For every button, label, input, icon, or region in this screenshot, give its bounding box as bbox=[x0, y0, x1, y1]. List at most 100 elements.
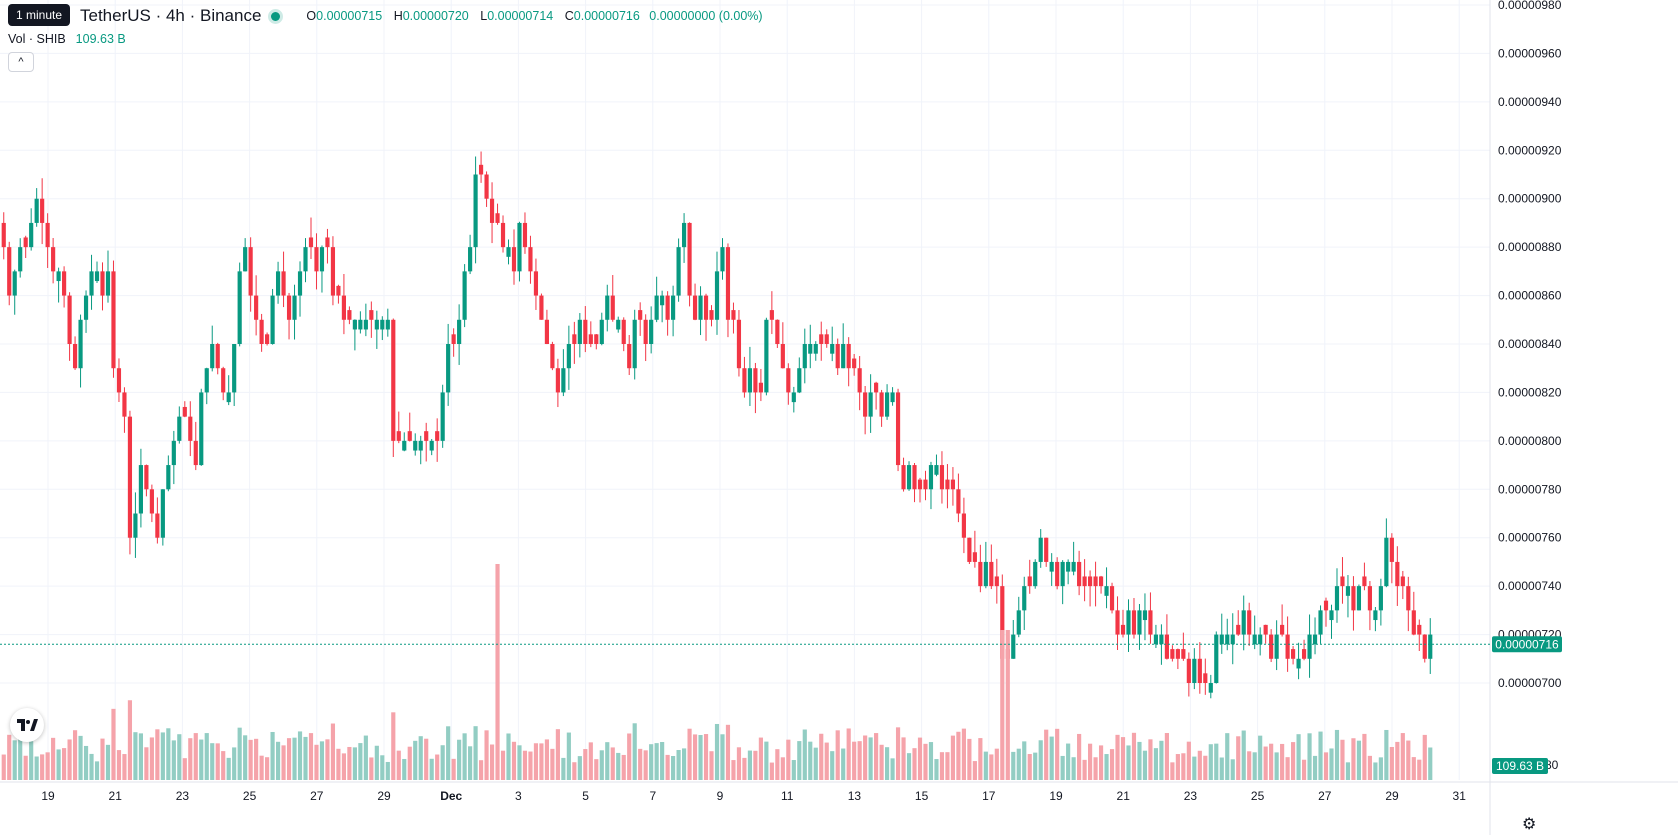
candle-body bbox=[1258, 634, 1263, 645]
y-tick-label: 0.00000900 bbox=[1498, 192, 1562, 206]
volume-bar bbox=[155, 729, 160, 780]
volume-bar bbox=[138, 733, 143, 780]
volume-bar bbox=[1011, 751, 1016, 780]
volume-bar bbox=[517, 745, 522, 780]
candle-body bbox=[764, 319, 769, 393]
volume-bar bbox=[1033, 752, 1038, 780]
collapse-legend-button[interactable]: ^ bbox=[8, 52, 34, 72]
volume-bar bbox=[1027, 754, 1032, 780]
volume-bar bbox=[676, 749, 681, 780]
candle-body bbox=[577, 319, 582, 344]
candle-body bbox=[221, 368, 226, 393]
y-tick-label: 0.00000880 bbox=[1498, 240, 1562, 254]
volume-bar bbox=[742, 757, 747, 780]
candle-body bbox=[1060, 561, 1065, 587]
candle-body bbox=[824, 334, 829, 344]
candle-body bbox=[544, 319, 550, 344]
candle-body bbox=[1186, 658, 1191, 683]
volume-bar bbox=[1060, 755, 1065, 780]
last-price-badge bbox=[1492, 636, 1562, 653]
candle-body bbox=[484, 174, 489, 199]
volume-bar bbox=[890, 758, 895, 780]
volume-bar bbox=[939, 752, 945, 780]
candle-body bbox=[62, 271, 67, 296]
tradingview-logo-icon[interactable] bbox=[10, 708, 44, 742]
volume-bar bbox=[1285, 757, 1290, 780]
candle-body bbox=[374, 319, 379, 330]
candle-body bbox=[1417, 624, 1422, 635]
candle-body bbox=[1066, 561, 1071, 572]
candle-body bbox=[1428, 634, 1433, 659]
candle-body bbox=[599, 319, 604, 344]
volume-bar bbox=[917, 737, 923, 780]
y-tick-label: 0.00000800 bbox=[1498, 434, 1562, 448]
volume-bar bbox=[588, 742, 593, 780]
candle-body bbox=[319, 247, 325, 272]
settings-icon[interactable]: ⚙ bbox=[1522, 816, 1537, 833]
volume-bar bbox=[40, 754, 45, 780]
volume-bar bbox=[1153, 748, 1159, 780]
candle-body bbox=[325, 237, 330, 248]
candle-body bbox=[1214, 634, 1219, 683]
candle-body bbox=[786, 368, 791, 393]
candle-body bbox=[369, 310, 374, 320]
candle-body bbox=[243, 247, 248, 272]
candle-body bbox=[594, 334, 599, 344]
volume-bar bbox=[473, 726, 478, 780]
volume-bar bbox=[18, 734, 23, 780]
candle-body bbox=[671, 295, 676, 320]
volume-bar bbox=[489, 744, 495, 780]
volume-bar bbox=[901, 737, 906, 780]
open-value: 0.00000715 bbox=[316, 9, 383, 23]
volume-bar bbox=[182, 758, 187, 780]
volume-bar bbox=[1362, 733, 1367, 780]
candle-body bbox=[1351, 586, 1356, 611]
volume-bar bbox=[561, 757, 566, 780]
volume-bar bbox=[1241, 730, 1246, 780]
candle-body bbox=[1285, 634, 1290, 659]
candle-body bbox=[863, 392, 868, 417]
candle-body bbox=[149, 489, 154, 514]
volume-bar bbox=[1318, 731, 1323, 780]
candle-body bbox=[204, 368, 209, 393]
volume-bar bbox=[56, 749, 61, 780]
volume-bar bbox=[226, 757, 231, 780]
candle-body bbox=[1082, 576, 1087, 587]
candle-body bbox=[1345, 586, 1351, 596]
volume-bar bbox=[1280, 743, 1285, 780]
volume-bar bbox=[775, 749, 780, 780]
volume-bar bbox=[380, 755, 385, 780]
volume-bar bbox=[912, 748, 917, 780]
volume-bar bbox=[424, 738, 429, 780]
volume-bar bbox=[462, 733, 467, 780]
candle-body bbox=[1142, 610, 1148, 621]
volume-bar bbox=[950, 735, 956, 780]
candle-body bbox=[352, 319, 357, 330]
candle-body bbox=[1411, 610, 1416, 635]
volume-bar bbox=[12, 740, 17, 780]
volume-bar bbox=[1109, 749, 1115, 780]
volume-bar bbox=[341, 753, 346, 780]
symbol-title[interactable]: TetherUS · 4h · Binance bbox=[80, 6, 262, 25]
candle-body bbox=[1422, 634, 1427, 659]
y-tick-label: 0.00000860 bbox=[1498, 289, 1562, 303]
volume-bar bbox=[1, 754, 6, 780]
volume-bar bbox=[802, 729, 807, 780]
candle-body bbox=[45, 222, 50, 248]
volume-bar bbox=[133, 732, 138, 780]
y-tick-label: 80 bbox=[1545, 758, 1559, 772]
candle-body bbox=[758, 382, 763, 393]
candle-body bbox=[1323, 600, 1329, 611]
open-label: O bbox=[306, 9, 317, 23]
candle-body bbox=[314, 247, 319, 272]
volume-bar bbox=[1296, 734, 1301, 780]
candle-body bbox=[1263, 624, 1268, 635]
volume-bar bbox=[1137, 741, 1142, 780]
volume-bar bbox=[122, 754, 127, 780]
candle-body bbox=[714, 271, 720, 320]
candle-body bbox=[868, 392, 873, 417]
volume-bar bbox=[533, 743, 539, 780]
volume-bar bbox=[1340, 739, 1345, 780]
volume-bar bbox=[259, 755, 264, 780]
